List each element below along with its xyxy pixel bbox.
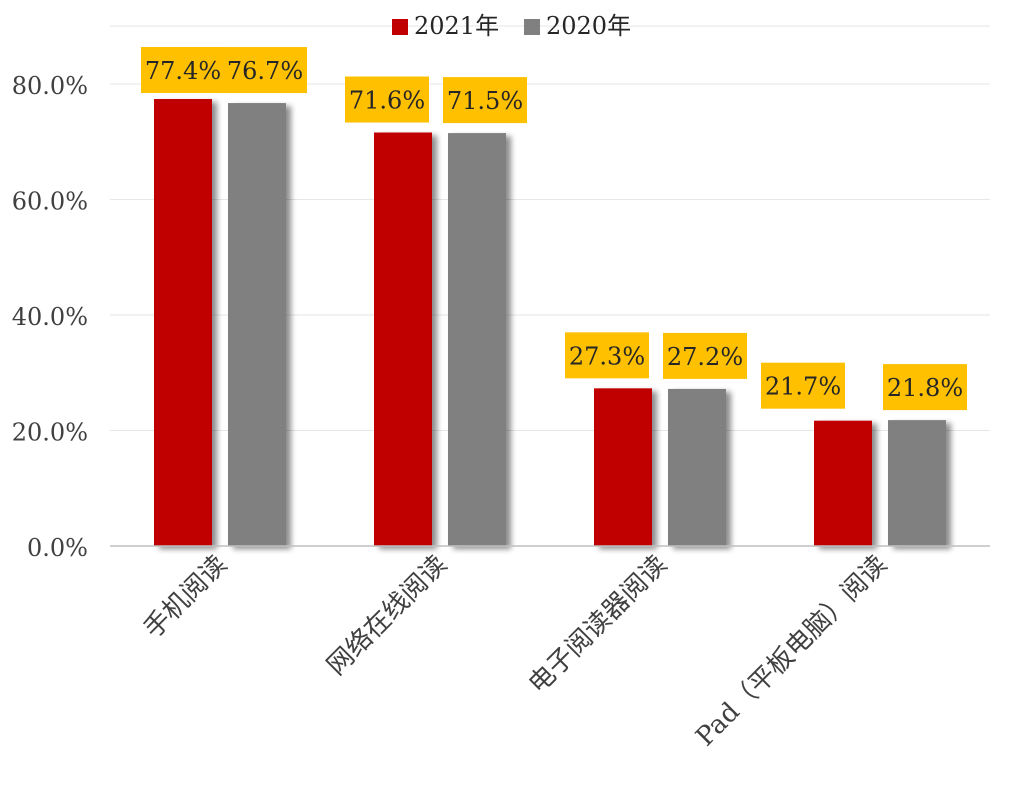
- x-category-label: 网络在线阅读: [321, 550, 453, 682]
- bar-series1: [374, 132, 432, 546]
- data-label-box: [443, 77, 527, 124]
- bars: [154, 99, 946, 547]
- legend-label: 2021年: [414, 12, 499, 40]
- bar-series2: [228, 103, 286, 547]
- bar-series2: [888, 420, 946, 546]
- data-label-box: [141, 47, 225, 94]
- data-label: 71.5%: [447, 87, 523, 115]
- data-labels: 77.4% 76.7% 71.6% 71.5% 27.3% 27.2% 21.7% 21.8%: [141, 47, 967, 411]
- legend-swatch: [524, 19, 540, 35]
- data-label-box: [761, 362, 845, 409]
- data-label-box: [565, 332, 649, 379]
- data-label-box: [223, 47, 307, 94]
- x-category-label: 电子阅读器阅读: [523, 550, 673, 700]
- x-category-label: 手机阅读: [138, 550, 233, 645]
- data-label: 27.3%: [569, 342, 645, 370]
- data-label: 77.4%: [145, 57, 221, 85]
- y-axis-tick-labels: 0.0% 20.0% 40.0% 60.0% 80.0%: [12, 72, 88, 562]
- bar-series1: [154, 99, 212, 546]
- data-label: 21.8%: [887, 374, 963, 402]
- bar-series2: [448, 133, 506, 546]
- bar-series1: [814, 420, 872, 546]
- legend-label: 2020年: [546, 12, 631, 40]
- data-label: 76.7%: [227, 57, 303, 85]
- bar-series1: [594, 388, 652, 546]
- legend-swatch: [392, 19, 408, 35]
- data-label: 21.7%: [765, 373, 841, 401]
- bar-series2: [668, 388, 726, 546]
- data-label: 71.6%: [349, 87, 425, 115]
- y-tick-label: 80.0%: [12, 72, 88, 100]
- data-label-box: [663, 332, 747, 379]
- x-axis-category-labels: 手机阅读 网络在线阅读 电子阅读器阅读 Pad（平板电脑）阅读: [138, 550, 893, 753]
- y-tick-label: 0.0%: [27, 534, 88, 562]
- data-label-box: [345, 76, 429, 123]
- data-label-box: [883, 364, 967, 411]
- y-tick-label: 40.0%: [12, 303, 88, 331]
- data-label: 27.2%: [667, 343, 743, 371]
- legend: 2021年 2020年: [392, 12, 631, 40]
- y-tick-label: 60.0%: [12, 188, 88, 216]
- y-tick-label: 20.0%: [12, 419, 88, 447]
- x-category-label: Pad（平板电脑）阅读: [690, 550, 893, 753]
